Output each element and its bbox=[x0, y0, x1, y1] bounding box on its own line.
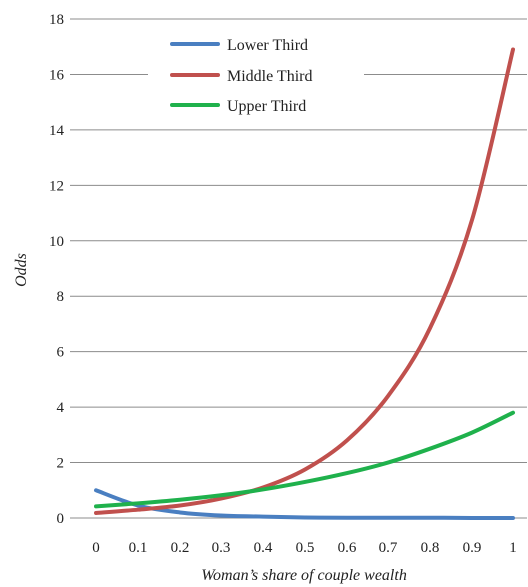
y-tick-label: 12 bbox=[49, 178, 64, 194]
x-tick-label: 0.4 bbox=[254, 540, 273, 556]
x-axis-ticks: 0 0.1 0.2 0.3 0.4 0.5 0.6 0.7 0.8 0.9 1 bbox=[92, 540, 517, 556]
x-tick-label: 0.7 bbox=[379, 540, 398, 556]
x-tick-label: 0 bbox=[92, 540, 100, 556]
y-tick-label: 16 bbox=[49, 67, 65, 83]
x-tick-label: 1 bbox=[509, 540, 517, 556]
y-axis-title: Odds bbox=[13, 253, 30, 287]
y-tick-label: 4 bbox=[57, 400, 65, 416]
x-axis-title: Woman’s share of couple wealth bbox=[201, 567, 407, 584]
x-tick-label: 0.1 bbox=[129, 540, 148, 556]
legend-label: Lower Third bbox=[227, 37, 308, 54]
legend-label: Upper Third bbox=[227, 98, 306, 115]
y-axis-ticks: 0 2 4 6 8 10 12 14 16 18 bbox=[49, 12, 65, 527]
x-tick-label: 0.5 bbox=[296, 540, 315, 556]
x-tick-label: 0.2 bbox=[171, 540, 190, 556]
series-line bbox=[94, 47, 515, 516]
y-tick-label: 8 bbox=[57, 289, 65, 305]
x-tick-label: 0.9 bbox=[463, 540, 482, 556]
y-tick-label: 18 bbox=[49, 12, 64, 28]
x-tick-label: 0.8 bbox=[421, 540, 440, 556]
legend: Lower Third Middle Third Upper Third bbox=[148, 28, 364, 115]
legend-background bbox=[148, 28, 364, 106]
grid-lines bbox=[70, 18, 527, 464]
series-lines bbox=[94, 47, 515, 521]
legend-label: Middle Third bbox=[227, 68, 312, 85]
y-tick-label: 0 bbox=[57, 511, 65, 527]
x-tick-label: 0.6 bbox=[338, 540, 357, 556]
series-line bbox=[94, 488, 515, 521]
y-tick-label: 14 bbox=[49, 123, 65, 139]
y-tick-label: 6 bbox=[57, 345, 65, 361]
y-tick-label: 10 bbox=[49, 234, 64, 250]
x-tick-label: 0.3 bbox=[212, 540, 231, 556]
y-tick-label: 2 bbox=[57, 456, 65, 472]
series-line bbox=[94, 410, 515, 509]
